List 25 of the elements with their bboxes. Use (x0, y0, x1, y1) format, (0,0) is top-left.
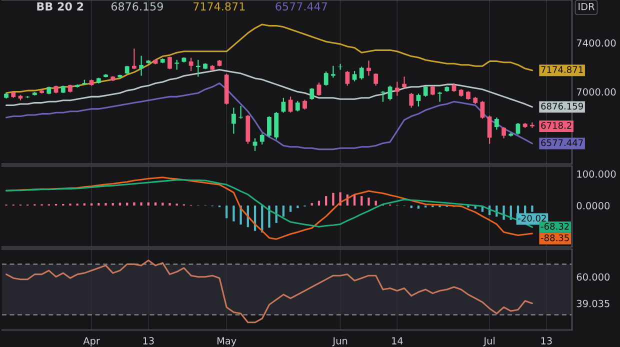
x-tick-label: May (217, 337, 236, 346)
x-tick-label: Apr (83, 337, 100, 346)
series-label: 7174.871 (194, 2, 245, 11)
y-tick-label: 60.000 (576, 273, 610, 281)
data-label: -88.35 (540, 234, 569, 242)
x-tick-label: 13 (541, 337, 552, 344)
x-tick-label: 13 (143, 337, 154, 344)
text: 6577.447 (276, 2, 327, 11)
data-label: 6577.447 (541, 139, 583, 146)
text: 6718.2 (541, 122, 572, 129)
chart-title: BB 20 2 (37, 2, 84, 11)
y-tick-label: 7000.00 (576, 88, 616, 96)
data-label: -20.02 (518, 214, 546, 222)
y-tick-label: 7400.00 (576, 39, 616, 47)
data-label: 7174.871 (541, 66, 583, 74)
y-tick-label: 39.035 (576, 300, 610, 308)
text: 6876.159 (111, 2, 163, 11)
x-tick-label: Jun (332, 337, 348, 346)
y-tick-label: 0.0000 (576, 202, 610, 210)
data-label: 6876.159 (541, 102, 583, 110)
data-label: -68.32 (540, 222, 569, 230)
y-tick-label: 100.000 (577, 170, 616, 178)
x-tick-label: 14 (392, 337, 403, 344)
text: IDR (578, 2, 595, 10)
x-tick-label: Jul (483, 336, 495, 346)
